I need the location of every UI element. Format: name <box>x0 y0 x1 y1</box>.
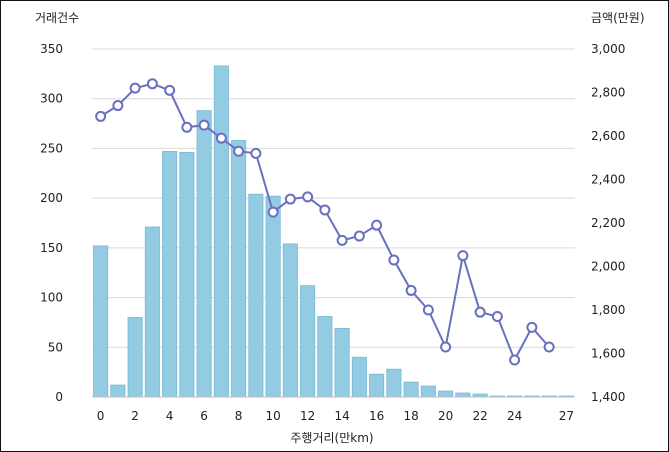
x-tick-27: 27 <box>559 409 574 423</box>
bar-2 <box>127 317 143 398</box>
x-axis-title: 주행거리(만km) <box>290 430 373 445</box>
bar-8 <box>231 140 247 398</box>
line-point-25 <box>526 321 538 333</box>
left-tick-0: 0 <box>55 390 63 404</box>
left-tick-250: 250 <box>40 141 63 155</box>
bar-13 <box>317 316 333 398</box>
line-point-13 <box>319 204 331 216</box>
bar-19 <box>420 385 436 398</box>
bar-9 <box>248 193 264 398</box>
bar-11 <box>282 243 298 398</box>
bar-3 <box>144 226 160 398</box>
bar-21 <box>455 392 471 398</box>
bar-1 <box>110 384 126 398</box>
line-point-14 <box>336 234 348 246</box>
left-axis-ticks: 0 50 100 150 200 250 300 350 <box>40 42 63 404</box>
x-tick-24: 24 <box>507 409 522 423</box>
left-tick-100: 100 <box>40 291 63 305</box>
x-tick-20: 20 <box>438 409 453 423</box>
right-tick-2600: 2,600 <box>591 129 625 143</box>
bar-20 <box>438 390 454 398</box>
line-point-4 <box>164 84 176 96</box>
x-tick-4: 4 <box>166 409 174 423</box>
line-point-26 <box>543 341 555 353</box>
bar-6 <box>196 110 212 398</box>
x-tick-0: 0 <box>97 409 105 423</box>
bar-10 <box>265 195 281 398</box>
left-tick-200: 200 <box>40 191 63 205</box>
bar-16 <box>369 373 385 398</box>
left-tick-150: 150 <box>40 241 63 255</box>
x-tick-14: 14 <box>334 409 349 423</box>
right-tick-1600: 1,600 <box>591 347 625 361</box>
x-tick-16: 16 <box>369 409 384 423</box>
line-point-5 <box>181 121 193 133</box>
right-tick-2800: 2,800 <box>591 86 625 100</box>
bar-4 <box>162 151 178 398</box>
line-point-1 <box>112 100 124 112</box>
x-tick-10: 10 <box>265 409 280 423</box>
bar-15 <box>351 356 367 398</box>
x-tick-2: 2 <box>131 409 139 423</box>
line-point-21 <box>457 250 469 262</box>
line-point-24 <box>509 354 521 366</box>
line-point-11 <box>284 193 296 205</box>
line-series <box>95 78 555 366</box>
bar-12 <box>300 285 316 398</box>
right-axis-title: 금액(만원) <box>591 11 645 25</box>
left-tick-300: 300 <box>40 92 63 106</box>
line-point-12 <box>302 191 314 203</box>
bar-series <box>93 65 574 398</box>
line-point-17 <box>388 254 400 266</box>
line-point-3 <box>146 78 158 90</box>
line-point-18 <box>405 284 417 296</box>
right-tick-2000: 2,000 <box>591 260 625 274</box>
left-axis-title: 거래건수 <box>35 11 79 25</box>
line-point-19 <box>422 304 434 316</box>
right-tick-1800: 1,800 <box>591 303 625 317</box>
bar-5 <box>179 152 195 398</box>
right-tick-2400: 2,400 <box>591 173 625 187</box>
bar-7 <box>213 65 229 398</box>
x-tick-6: 6 <box>200 409 208 423</box>
right-tick-2200: 2,200 <box>591 216 625 230</box>
line-point-9 <box>250 147 262 159</box>
x-tick-18: 18 <box>403 409 418 423</box>
x-tick-22: 22 <box>472 409 487 423</box>
line-point-22 <box>474 306 486 318</box>
line-point-0 <box>95 110 107 122</box>
line-point-20 <box>440 341 452 353</box>
line-point-8 <box>233 145 245 157</box>
bar-0 <box>93 245 109 398</box>
right-axis-ticks: 1,400 1,600 1,800 2,000 2,200 2,400 2,600 2,800… <box>591 42 625 404</box>
left-tick-50: 50 <box>48 340 63 354</box>
bar-18 <box>403 381 419 398</box>
bar-14 <box>334 327 350 398</box>
line-point-16 <box>371 219 383 231</box>
line-point-15 <box>353 230 365 242</box>
x-tick-8: 8 <box>235 409 243 423</box>
right-tick-3000: 3,000 <box>591 42 625 56</box>
line-point-23 <box>491 311 503 323</box>
line-point-2 <box>129 82 141 94</box>
left-tick-350: 350 <box>40 42 63 56</box>
x-axis-ticks: 0 2 4 6 8 10 12 14 16 18 20 22 24 27 <box>97 409 574 423</box>
right-tick-1400: 1,400 <box>591 390 625 404</box>
line-point-7 <box>215 132 227 144</box>
bar-17 <box>386 368 402 398</box>
x-tick-12: 12 <box>300 409 315 423</box>
line-point-6 <box>198 119 210 131</box>
line-point-10 <box>267 206 279 218</box>
